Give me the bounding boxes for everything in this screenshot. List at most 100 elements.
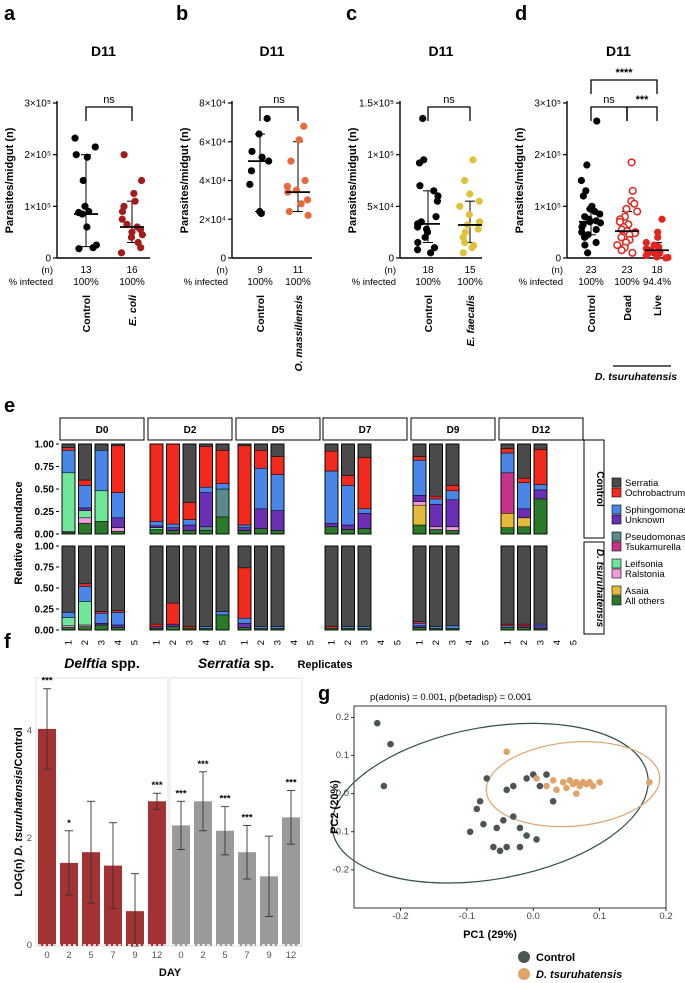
panel-letter-f: f	[4, 631, 11, 653]
data-point	[628, 186, 637, 195]
data-point	[516, 843, 524, 851]
infected-row-label: % infected	[9, 277, 53, 288]
stacked-bar-segment	[254, 528, 268, 535]
data-point	[301, 176, 309, 185]
category-label: Control	[423, 295, 435, 332]
stacked-bar-segment	[517, 443, 531, 479]
y-tick-label: 0.25	[35, 605, 55, 616]
stacked-bar-segment	[429, 526, 443, 530]
data-point	[622, 204, 631, 213]
stacked-bar-outline	[199, 443, 213, 535]
x-tick-label: 12	[152, 950, 163, 961]
stacked-bar-segment	[61, 625, 76, 628]
stacked-bar-segment	[412, 504, 427, 526]
stacked-bar-segment	[78, 485, 92, 509]
data-point	[596, 219, 605, 227]
stacked-bar-segment	[199, 526, 213, 531]
legend-label: Tsukamurella	[625, 542, 682, 553]
data-point	[503, 786, 510, 794]
facet-title-suffix: sp.	[250, 655, 274, 671]
stacked-bar-segment	[111, 527, 125, 532]
stacked-bar-segment	[199, 486, 213, 493]
n-value: 15	[464, 265, 476, 276]
stacked-bar-segment	[517, 623, 531, 627]
replicate-tick-label: 5	[306, 640, 317, 645]
infected-value: 94.4%	[643, 277, 671, 288]
stacked-bar-segment	[166, 626, 180, 631]
stacked-bar-segment	[270, 545, 285, 627]
data-point	[642, 238, 650, 247]
stacked-bar-segment	[254, 450, 268, 469]
data-point	[131, 197, 139, 205]
stacked-bar-segment	[533, 489, 548, 500]
significance-label: ns	[103, 94, 115, 106]
x-tick-label: 0	[178, 950, 183, 961]
stacked-bar-segment	[237, 530, 252, 535]
data-point	[304, 211, 312, 219]
x-tick-label: 5	[88, 950, 93, 961]
row-strip-label: Control	[594, 471, 605, 507]
stacked-bar-segment	[61, 447, 76, 451]
data-point	[533, 775, 540, 782]
stacked-bar-segment	[111, 545, 125, 611]
stacked-bar-segment	[533, 625, 548, 629]
stacked-bar-segment	[533, 484, 548, 491]
stacked-bar-segment	[500, 625, 515, 628]
significance-star: ***	[241, 812, 252, 823]
x-tick-label: -0.1	[459, 911, 475, 922]
data-point	[503, 843, 510, 851]
infected-value: 100%	[73, 277, 99, 288]
facet-header-box	[235, 417, 321, 441]
data-point	[473, 805, 481, 813]
legend-label: All others	[625, 596, 665, 607]
stacked-bar-outline	[254, 443, 268, 535]
stacked-bar-outline	[166, 443, 180, 535]
replicate-tick-label: 5	[393, 640, 404, 645]
stacked-bar-outline	[270, 545, 285, 631]
stacked-bar-outline	[429, 443, 443, 535]
data-point	[633, 207, 642, 216]
row-strip-box	[583, 439, 605, 539]
stacked-bar-segment	[445, 490, 460, 501]
legend-label: Asaia	[625, 586, 649, 597]
panel-e-stacked-bars: D0 D2 D5 D7 D9 D12 Control D. tsuruhatensis Rela…	[13, 417, 685, 671]
stacked-bar-segment	[429, 626, 443, 629]
data-point	[584, 249, 592, 257]
y-tick-label: 0.25	[35, 507, 55, 518]
data-point	[297, 200, 305, 208]
stacked-bar-segment	[270, 530, 285, 535]
stacked-bar-outline	[341, 545, 355, 631]
stacked-bar-segment	[237, 445, 252, 526]
panel-letter-d: d	[515, 3, 527, 25]
stacked-bar-outline	[199, 545, 213, 631]
data-point	[257, 209, 265, 218]
stacked-bar-segment	[199, 545, 213, 627]
y-tick-label: 2×10⁵	[24, 150, 51, 161]
y-tick-label: 0	[220, 254, 226, 265]
stacked-bar-segment	[429, 545, 443, 627]
panel-letter-b: b	[176, 3, 188, 25]
stacked-bar-segment	[94, 611, 109, 614]
panel-letter-a: a	[4, 3, 16, 25]
x-axis-label: DAY	[159, 967, 182, 979]
data-point	[480, 820, 487, 828]
replicate-tick-label: 2	[519, 640, 530, 645]
data-point	[523, 832, 530, 839]
replicate-tick-label: 4	[376, 640, 387, 645]
stacked-bar-segment	[445, 485, 460, 492]
stacked-bar-segment	[78, 510, 92, 519]
replicate-tick-label: 3	[536, 640, 547, 645]
stacked-bar-segment	[341, 524, 355, 530]
data-point	[630, 199, 639, 208]
stacked-bar-segment	[78, 586, 92, 602]
data-point	[81, 202, 89, 210]
legend-swatch	[611, 504, 622, 515]
facet-title: Serratia sp.	[198, 655, 274, 671]
data-point	[72, 151, 80, 159]
significance-bracket	[85, 106, 133, 121]
replicate-tick-label: 4	[201, 640, 212, 645]
data-point	[549, 797, 557, 805]
data-point	[469, 156, 477, 164]
stacked-bar-segment	[237, 545, 252, 569]
category-label: Control	[586, 295, 598, 332]
